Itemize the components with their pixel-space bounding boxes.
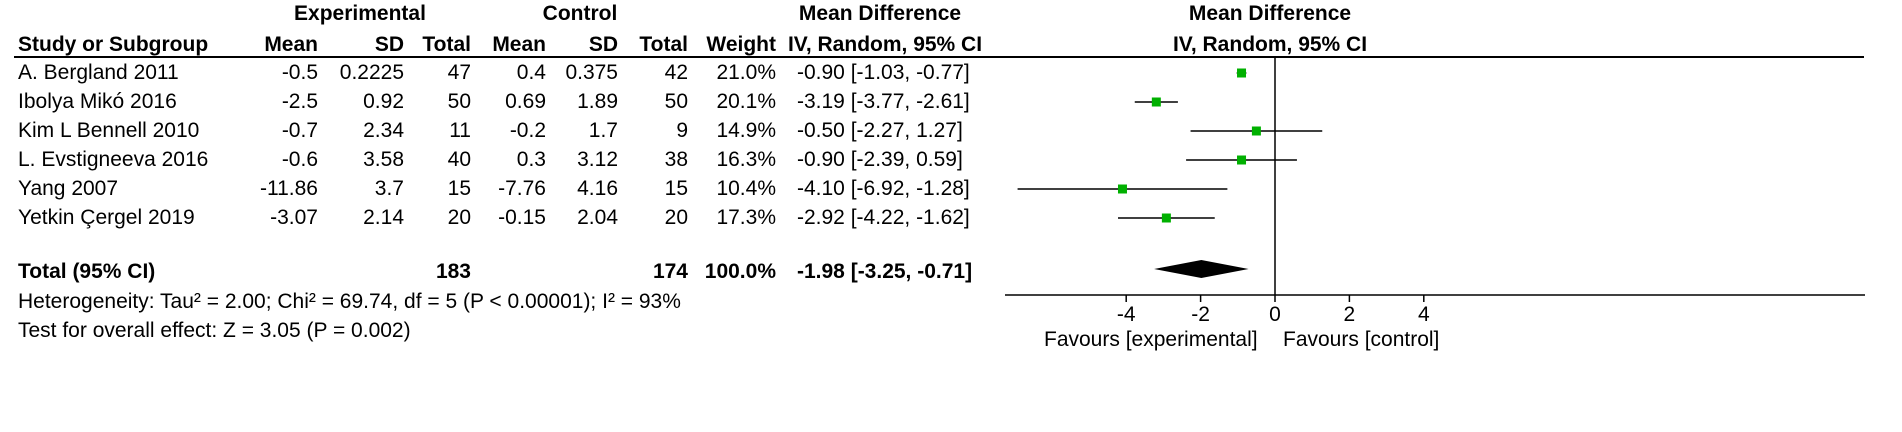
sd-ctl-cell: 4.16 [577, 177, 618, 200]
summary-diamond [1154, 260, 1249, 278]
total-weight-value: 100.0% [704, 260, 776, 283]
study-point-marker [1237, 68, 1247, 78]
total-exp-cell: 47 [447, 61, 471, 84]
mean-ctl-cell: -7.76 [498, 177, 546, 200]
total-exp-value: 183 [435, 260, 471, 283]
x-axis-tick-label: -2 [1191, 303, 1210, 326]
ci-cell: -0.90 [-1.03, -0.77] [797, 61, 970, 84]
mean-ctl-cell: -0.2 [509, 119, 546, 142]
method-table-header: IV, Random, 95% CI [787, 33, 983, 56]
mean-exp-cell: -0.7 [281, 119, 318, 142]
weight-cell: 17.3% [716, 206, 776, 229]
overall-effect-text: Test for overall effect: Z = 3.05 (P = 0… [18, 319, 411, 342]
x-axis-tick-label: -4 [1117, 303, 1136, 326]
mean-ctl-cell: 0.69 [505, 90, 546, 113]
total-row-label: Total (95% CI) [18, 260, 156, 283]
ci-cell: -2.92 [-4.22, -1.62] [797, 206, 970, 229]
mean-difference-plot-header: Mean Difference [1188, 2, 1352, 25]
sd-exp-cell: 2.34 [363, 119, 404, 142]
mean-ctl-cell: 0.3 [516, 148, 546, 171]
total-ci-value: -1.98 [-3.25, -0.71] [797, 260, 973, 283]
total-exp-cell: 20 [447, 206, 471, 229]
ci-cell: -0.90 [-2.39, 0.59] [797, 148, 963, 171]
total-ctl-cell: 38 [664, 148, 688, 171]
total-exp-cell: 40 [447, 148, 471, 171]
sd-ctl-cell: 1.89 [577, 90, 618, 113]
study-name: L. Evstigneeva 2016 [18, 148, 209, 171]
mean-exp-cell: -11.86 [260, 177, 318, 200]
study-point-marker [1237, 155, 1247, 165]
ci-cell: -3.19 [-3.77, -2.61] [797, 90, 970, 113]
weight-cell: 14.9% [716, 119, 776, 142]
control-group-header: Control [542, 2, 618, 25]
mean-ctl-cell: 0.4 [516, 61, 546, 84]
mean-exp-column-header: Mean [264, 33, 318, 56]
total-ctl-cell: 42 [664, 61, 688, 84]
total-exp-column-header: Total [422, 33, 471, 56]
total-exp-cell: 11 [449, 119, 471, 142]
mean-exp-cell: -2.5 [281, 90, 318, 113]
sd-exp-cell: 0.92 [363, 90, 404, 113]
study-point-marker [1117, 184, 1127, 194]
favours-experimental-label: Favours [experimental] [1044, 328, 1258, 351]
total-ctl-cell: 20 [664, 206, 688, 229]
method-plot-header: IV, Random, 95% CI [1172, 33, 1368, 56]
experimental-group-header: Experimental [294, 2, 426, 25]
study-name: Yang 2007 [18, 177, 119, 200]
sd-exp-cell: 0.2225 [339, 61, 404, 84]
weight-cell: 20.1% [716, 90, 776, 113]
ci-cell: -4.10 [-6.92, -1.28] [797, 177, 970, 200]
ci-cell: -0.50 [-2.27, 1.27] [797, 119, 963, 142]
favours-control-label: Favours [control] [1283, 328, 1440, 351]
study-point-marker [1151, 97, 1161, 107]
study-name: Yetkin Çergel 2019 [18, 206, 195, 229]
header-rule [14, 56, 1864, 58]
heterogeneity-text: Heterogeneity: Tau² = 2.00; Chi² = 69.74… [18, 290, 681, 313]
x-axis-tick-label: 0 [1269, 303, 1281, 326]
weight-column-header: Weight [706, 33, 776, 56]
mean-exp-cell: -3.07 [270, 206, 318, 229]
sd-ctl-cell: 3.12 [577, 148, 618, 171]
total-exp-cell: 15 [447, 177, 471, 200]
study-point-marker [1161, 213, 1171, 223]
total-ctl-cell: 15 [664, 177, 688, 200]
study-point-marker [1251, 126, 1261, 136]
sd-exp-cell: 2.14 [363, 206, 404, 229]
total-exp-cell: 50 [447, 90, 471, 113]
weight-cell: 10.4% [716, 177, 776, 200]
mean-difference-table-header: Mean Difference [798, 2, 962, 25]
sd-exp-column-header: SD [374, 33, 404, 56]
total-ctl-value: 174 [652, 260, 688, 283]
weight-cell: 21.0% [716, 61, 776, 84]
study-name: Kim L Bennell 2010 [18, 119, 200, 142]
weight-cell: 16.3% [716, 148, 776, 171]
mean-exp-cell: -0.6 [281, 148, 318, 171]
sd-exp-cell: 3.58 [363, 148, 404, 171]
total-ctl-cell: 9 [676, 119, 688, 142]
study-name: Ibolya Mikó 2016 [18, 90, 177, 113]
sd-ctl-cell: 1.7 [588, 119, 618, 142]
sd-ctl-column-header: SD [588, 33, 618, 56]
mean-ctl-cell: -0.15 [498, 206, 546, 229]
mean-ctl-column-header: Mean [492, 33, 546, 56]
study-name: A. Bergland 2011 [18, 61, 179, 84]
sd-ctl-cell: 2.04 [577, 206, 618, 229]
total-ctl-cell: 50 [664, 90, 688, 113]
sd-ctl-cell: 0.375 [565, 61, 618, 84]
x-axis-tick-label: 4 [1418, 303, 1430, 326]
sd-exp-cell: 3.7 [374, 177, 404, 200]
study-column-header: Study or Subgroup [18, 33, 209, 56]
mean-exp-cell: -0.5 [281, 61, 318, 84]
x-axis-tick-label: 2 [1344, 303, 1356, 326]
total-ctl-column-header: Total [639, 33, 688, 56]
